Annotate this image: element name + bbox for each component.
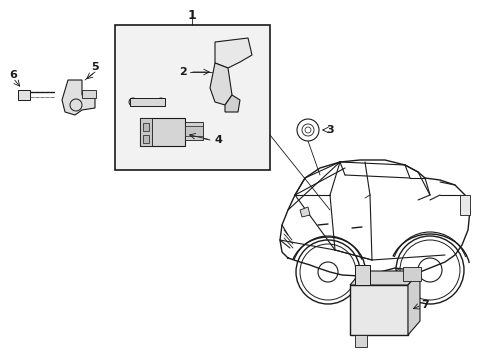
Polygon shape: [62, 80, 95, 115]
Text: 5: 5: [91, 62, 99, 72]
Text: 4: 4: [214, 135, 222, 145]
Bar: [349, 285, 407, 335]
Bar: [354, 335, 366, 347]
Bar: [18, 90, 30, 100]
Polygon shape: [209, 63, 231, 105]
Text: 3: 3: [325, 125, 333, 135]
Bar: [142, 135, 149, 143]
Bar: [184, 126, 203, 136]
Bar: [459, 195, 469, 215]
Text: 2: 2: [179, 67, 186, 77]
Bar: [184, 122, 203, 140]
Polygon shape: [215, 38, 251, 68]
Bar: [140, 118, 184, 146]
Bar: [130, 98, 164, 106]
Text: 1: 1: [187, 9, 196, 22]
Bar: [142, 123, 149, 131]
Bar: [354, 265, 369, 285]
Polygon shape: [224, 95, 240, 112]
Polygon shape: [407, 271, 419, 335]
Bar: [140, 118, 152, 146]
Polygon shape: [299, 207, 309, 217]
Bar: [82, 90, 96, 98]
Polygon shape: [280, 160, 469, 276]
Text: 6: 6: [9, 70, 17, 80]
Polygon shape: [349, 271, 419, 285]
Text: 7: 7: [420, 300, 428, 310]
Bar: [115, 25, 269, 170]
Bar: [402, 267, 420, 281]
